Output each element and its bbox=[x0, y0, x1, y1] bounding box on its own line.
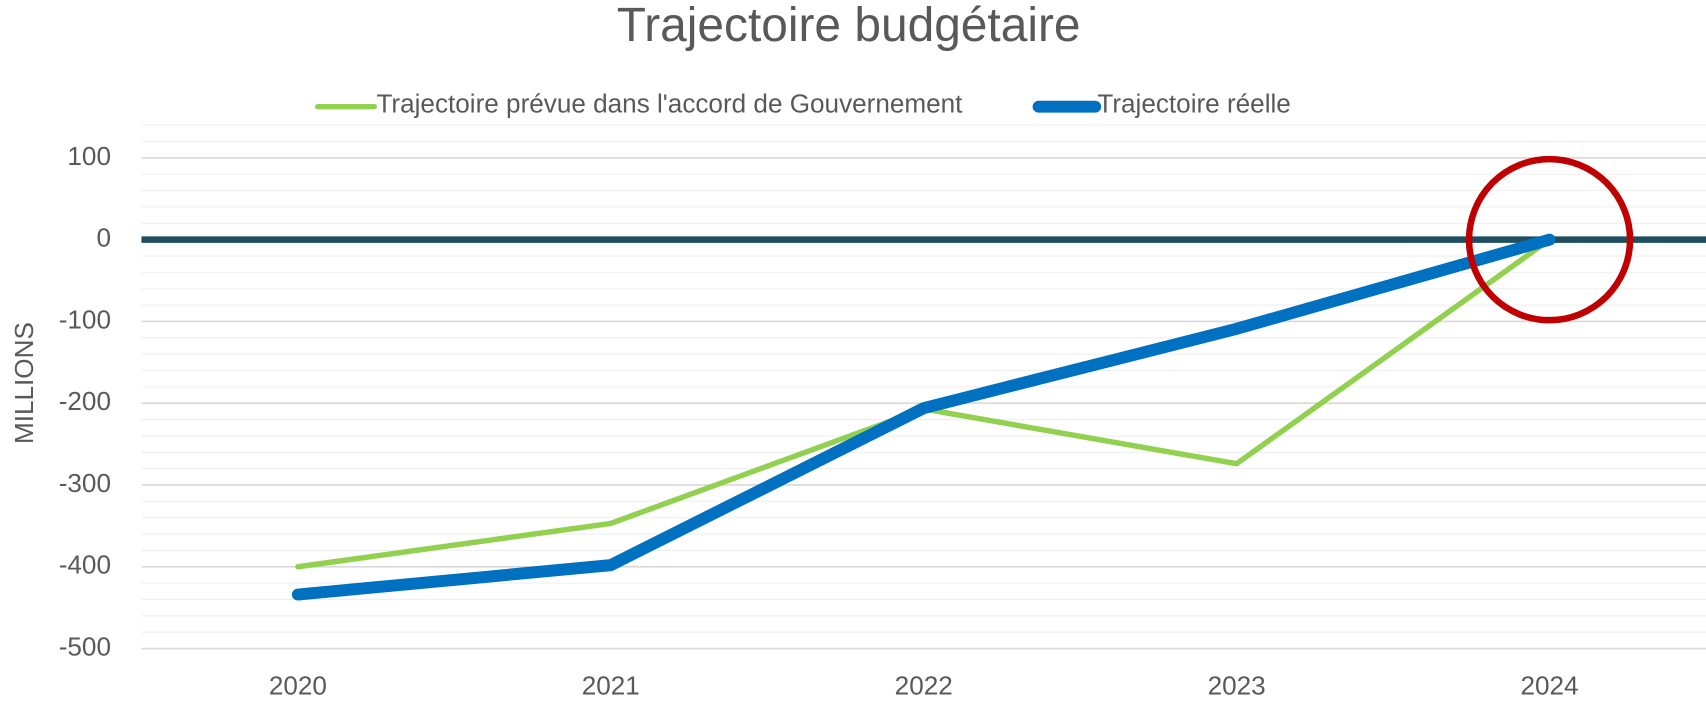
y-axis-label: MILLIONS bbox=[9, 322, 39, 444]
y-tick-label: -300 bbox=[59, 468, 111, 498]
y-tick-label: -200 bbox=[59, 386, 111, 416]
legend-label: Trajectoire réelle bbox=[1097, 89, 1290, 119]
x-tick-label: 2024 bbox=[1520, 671, 1578, 701]
y-tick-label: 0 bbox=[96, 223, 111, 253]
x-tick-label: 2023 bbox=[1208, 671, 1266, 701]
legend-label: Trajectoire prévue dans l'accord de Gouv… bbox=[376, 89, 963, 119]
y-tick-label: -500 bbox=[59, 631, 111, 661]
y-tick-label: 100 bbox=[67, 141, 111, 171]
series-line bbox=[291, 233, 1556, 601]
highlight-circle bbox=[1465, 155, 1634, 324]
x-tick-label: 2022 bbox=[895, 671, 953, 701]
y-tick-label: -100 bbox=[59, 304, 111, 334]
x-tick-label: 2021 bbox=[582, 671, 640, 701]
y-tick-label: -400 bbox=[59, 550, 111, 580]
x-tick-label: 2020 bbox=[269, 671, 327, 701]
chart-title: Trajectoire budgétaire bbox=[617, 0, 1081, 52]
